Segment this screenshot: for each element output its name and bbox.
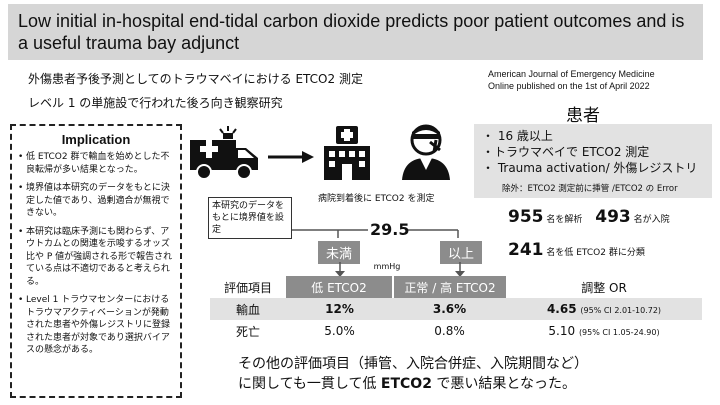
admitted-label: 名が入院	[633, 215, 670, 225]
header-low-etco2: 低 ETCO2	[286, 276, 393, 298]
below-threshold-tag: 未満	[318, 241, 361, 264]
row-normal-value: 0.8%	[434, 324, 465, 338]
header-adjusted-or: 調整 OR	[581, 280, 627, 295]
implication-item: Level 1 トラウマセンターにおけるトラウマアクティベーションが発動された患…	[18, 294, 174, 357]
row-low-value: 5.0%	[324, 324, 355, 338]
implication-panel: Implication 低 ETCO2 群で輸血を始めとした不良転帰が多い結果と…	[10, 124, 182, 398]
threshold-value: 29.5	[370, 220, 410, 239]
conclusion-bold: ETCO2	[380, 376, 432, 392]
low-group-label: 名を低 ETCO2 群に分類	[546, 248, 645, 258]
admitted-count: 493	[595, 207, 631, 227]
row-item: 死亡	[235, 324, 260, 339]
implication-heading: Implication	[61, 132, 131, 147]
journal-name: American Journal of Emergency Medicine	[488, 69, 655, 79]
journal-published: Online published on the 1st of April 202…	[488, 81, 650, 91]
threshold-note: 本研究のデータをもとに境界値を設定	[208, 197, 292, 239]
conclusion-suffix: で悪い結果となった。	[431, 376, 576, 392]
patient-icon	[402, 124, 450, 180]
down-arrows-icon	[335, 262, 465, 277]
criterion-etco2: ・トラウマベイで ETCO2 測定	[482, 145, 650, 159]
patients-heading: 患者	[566, 106, 600, 126]
threshold-connector-icon	[292, 229, 459, 238]
criterion-age: ・ 16 歳以上	[482, 129, 553, 143]
analyzed-count: 955	[508, 207, 544, 227]
implication-item: 本研究は臨床予測にも関わらず、アウトカムとの関連を示唆するオッズ比や P 値が強…	[18, 226, 174, 289]
page-title: Low initial in-hospital end-tidal carbon…	[8, 4, 703, 60]
arrival-caption: 病院到着後に ETCO2 を測定	[318, 194, 435, 204]
row-item: 輸血	[210, 298, 286, 320]
row-low-value: 12%	[286, 298, 393, 320]
study-design: レベル 1 の単施設で行われた後ろ向き観察研究	[28, 96, 283, 110]
analyzed-label: 名を解析	[546, 215, 583, 225]
criterion-registry: ・ Trauma activation/ 外傷レジストリ	[482, 161, 698, 175]
table-header-row: 評価項目 低 ETCO2 正常 / 高 ETCO2 調整 OR	[210, 276, 702, 298]
conclusion-line-2: に関しても一貫して低 ETCO2 で悪い結果となった。	[238, 374, 588, 394]
conclusion: その他の評価項目（挿管、入院合併症、入院期間など） に関しても一貫して低 ETC…	[238, 354, 588, 394]
above-threshold-tag: 以上	[440, 241, 483, 264]
or-ci: (95% CI 2.01-10.72)	[580, 306, 662, 315]
low-group-count: 241	[508, 240, 544, 260]
stats-analyzed: 955 名を解析 493 名が入院	[508, 207, 670, 227]
or-ci: (95% CI 1.05-24.90)	[578, 328, 660, 337]
study-subtitle: 外傷患者予後予測としてのトラウマベイにおける ETCO2 測定	[28, 72, 363, 86]
table-row: 死亡 5.0% 0.8% 5.10 (95% CI 1.05-24.90)	[210, 320, 702, 342]
or-value: 5.10	[548, 324, 576, 338]
patients-panel: ・ 16 歳以上 ・トラウマベイで ETCO2 測定 ・ Trauma acti…	[474, 124, 712, 198]
exclusion-criteria: 除外：ETCO2 測定前に挿管 /ETCO2 の Error	[502, 184, 678, 194]
implication-list: 低 ETCO2 群で輸血を始めとした不良転帰が多い結果となった。 境界値は本研究…	[18, 151, 174, 357]
arrow-right-icon	[268, 151, 314, 163]
conclusion-prefix: に関しても一貫して低	[238, 376, 381, 392]
table-row: 輸血 12% 3.6% 4.65 (95% CI 2.01-10.72)	[210, 298, 702, 320]
row-or: 5.10 (95% CI 1.05-24.90)	[506, 320, 702, 342]
row-or: 4.65 (95% CI 2.01-10.72)	[506, 298, 702, 320]
header-normal-etco2: 正常 / 高 ETCO2	[392, 276, 506, 298]
implication-item: 低 ETCO2 群で輸血を始めとした不良転帰が多い結果となった。	[18, 151, 174, 176]
header-outcome: 評価項目	[223, 280, 272, 295]
implication-item: 境界値は本研究のデータをもとに決定した値であり、過剰適合が無視できない。	[18, 182, 174, 220]
hospital-icon	[324, 126, 370, 180]
row-normal-value: 3.6%	[393, 298, 506, 320]
threshold-unit: mmHg	[373, 262, 401, 271]
conclusion-line-1: その他の評価項目（挿管、入院合併症、入院期間など）	[238, 356, 588, 372]
journal-info: American Journal of Emergency Medicine O…	[488, 68, 655, 92]
stats-low-group: 241 名を低 ETCO2 群に分類	[508, 240, 645, 260]
ambulance-icon	[190, 126, 258, 180]
outcomes-table: 評価項目 低 ETCO2 正常 / 高 ETCO2 調整 OR 輸血 12% 3…	[210, 276, 702, 342]
or-value: 4.65	[546, 302, 577, 316]
